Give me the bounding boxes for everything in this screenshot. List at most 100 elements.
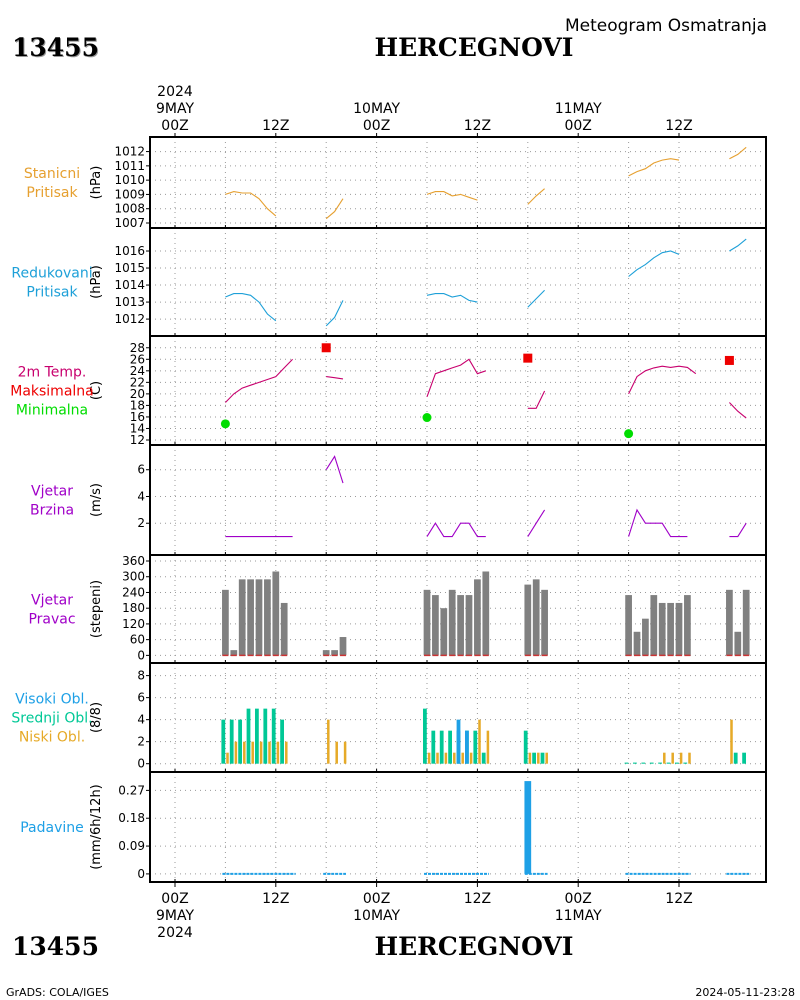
axis-unit-label: (stepeni) xyxy=(89,580,104,638)
series-line xyxy=(225,191,277,217)
series-line xyxy=(628,250,680,277)
top-year-label: 2024 xyxy=(157,84,193,100)
panel-redukovani-pritisak: 1012 1013 1014 1015 1016 (hPa)Redukovani Priti… xyxy=(11,227,767,337)
top-date-label: 11MAY xyxy=(555,101,602,117)
series-line xyxy=(729,146,747,160)
bottom-tick-label: 12Z xyxy=(464,891,491,907)
plot-area xyxy=(220,343,747,439)
bar-vjetar-pravac xyxy=(448,589,456,656)
min-temp-marker xyxy=(624,429,634,439)
bar-oblaci xyxy=(221,719,226,764)
y-tick-label: 8 xyxy=(137,669,145,683)
series-line xyxy=(527,509,546,537)
bar-padavine xyxy=(524,781,532,874)
bar-oblaci xyxy=(238,719,242,764)
y-tick-label: 1012 xyxy=(114,145,145,159)
y-tick-label: 28 xyxy=(130,341,145,355)
panel-frame xyxy=(149,136,767,229)
header-station-id: 13455 xyxy=(12,33,99,62)
bottom-date-label: 11MAY xyxy=(555,908,602,924)
y-tick-label: 24 xyxy=(130,364,145,378)
bar-oblaci xyxy=(255,708,259,764)
bar-oblaci xyxy=(246,708,251,764)
series-line xyxy=(729,402,747,419)
series-line xyxy=(225,358,293,403)
bar-vjetar-pravac xyxy=(264,579,271,656)
panel-label: Padavine xyxy=(20,820,84,836)
bar-vjetar-pravac xyxy=(331,650,338,656)
bar-vjetar-pravac xyxy=(734,631,742,656)
bar-oblaci xyxy=(259,741,263,764)
series-line xyxy=(527,289,545,308)
bar-oblaci xyxy=(486,730,490,764)
axis-unit-label: (hPa) xyxy=(89,265,104,299)
bar-oblaci xyxy=(427,752,431,764)
bar-oblaci xyxy=(540,752,545,764)
y-tick-label: 12 xyxy=(130,433,145,447)
series-line xyxy=(628,365,697,395)
panel-label: Vjetar xyxy=(31,593,73,609)
axis-unit-label: (8/8) xyxy=(89,702,104,733)
y-tick-label: 180 xyxy=(122,601,145,615)
bar-vjetar-pravac xyxy=(541,589,548,656)
min-temp-marker xyxy=(220,419,230,429)
max-temp-marker xyxy=(523,353,533,363)
series-line xyxy=(729,522,747,538)
bar-oblaci xyxy=(730,719,733,764)
bar-oblaci xyxy=(641,762,646,764)
footer-station-id: 13455 xyxy=(12,932,99,961)
bar-vjetar-pravac xyxy=(230,650,238,656)
bar-vjetar-pravac xyxy=(238,579,246,656)
series-line xyxy=(426,358,486,397)
plot-area xyxy=(225,455,747,538)
y-tick-label: 4 xyxy=(137,713,145,727)
y-tick-label: 0 xyxy=(137,867,145,881)
panel-label: Pritisak xyxy=(26,285,78,301)
bar-vjetar-pravac xyxy=(675,602,683,656)
bar-vjetar-pravac xyxy=(255,579,263,656)
series-line xyxy=(225,293,277,322)
top-tick-label: 00Z xyxy=(161,118,188,134)
bar-oblaci xyxy=(229,719,234,764)
series-line xyxy=(325,300,344,327)
y-tick-label: 240 xyxy=(122,585,145,599)
series-line xyxy=(426,522,486,538)
plot-area xyxy=(222,571,750,657)
series-line xyxy=(326,376,344,380)
bottom-tick-label: 00Z xyxy=(161,891,188,907)
panel-oblaci: 0 2 4 6 8 (8/8)Visoki Obl. Srednji Obl. Niski O… xyxy=(11,662,767,773)
series-line xyxy=(527,390,546,409)
y-tick-label: 1013 xyxy=(114,295,145,309)
y-tick-label: 1016 xyxy=(114,244,145,258)
bar-vjetar-pravac xyxy=(222,589,229,656)
bar-oblaci xyxy=(469,752,473,764)
y-tick-label: 0.18 xyxy=(118,811,145,825)
y-tick-label: 0.27 xyxy=(118,783,145,797)
bar-oblaci xyxy=(327,719,330,764)
bar-vjetar-pravac xyxy=(474,579,481,656)
bar-oblaci xyxy=(343,741,347,764)
bar-oblaci xyxy=(448,730,452,764)
bar-oblaci xyxy=(280,719,284,764)
y-tick-label: 1010 xyxy=(114,173,145,187)
chart-title: Meteogram Osmatranja xyxy=(565,16,767,36)
plot-area xyxy=(222,781,750,875)
series-line xyxy=(426,191,478,201)
bar-oblaci xyxy=(663,752,666,764)
panel-padavine: 0 0.09 0.18 0.27 (mm/6h/12h) Padavine xyxy=(20,771,767,883)
y-tick-label: 1011 xyxy=(114,159,145,173)
bar-oblaci xyxy=(461,752,464,764)
bar-oblaci xyxy=(444,752,448,764)
bottom-tick-label: 12Z xyxy=(665,891,692,907)
bar-oblaci xyxy=(523,730,528,764)
y-tick-label: 14 xyxy=(130,421,145,435)
bar-vjetar-pravac xyxy=(658,602,666,656)
bar-vjetar-pravac xyxy=(684,595,691,656)
bar-oblaci xyxy=(234,741,238,764)
bar-oblaci xyxy=(453,752,456,764)
y-tick-label: 6 xyxy=(137,463,145,477)
y-tick-label: 360 xyxy=(122,554,145,568)
bar-oblaci xyxy=(268,741,271,764)
